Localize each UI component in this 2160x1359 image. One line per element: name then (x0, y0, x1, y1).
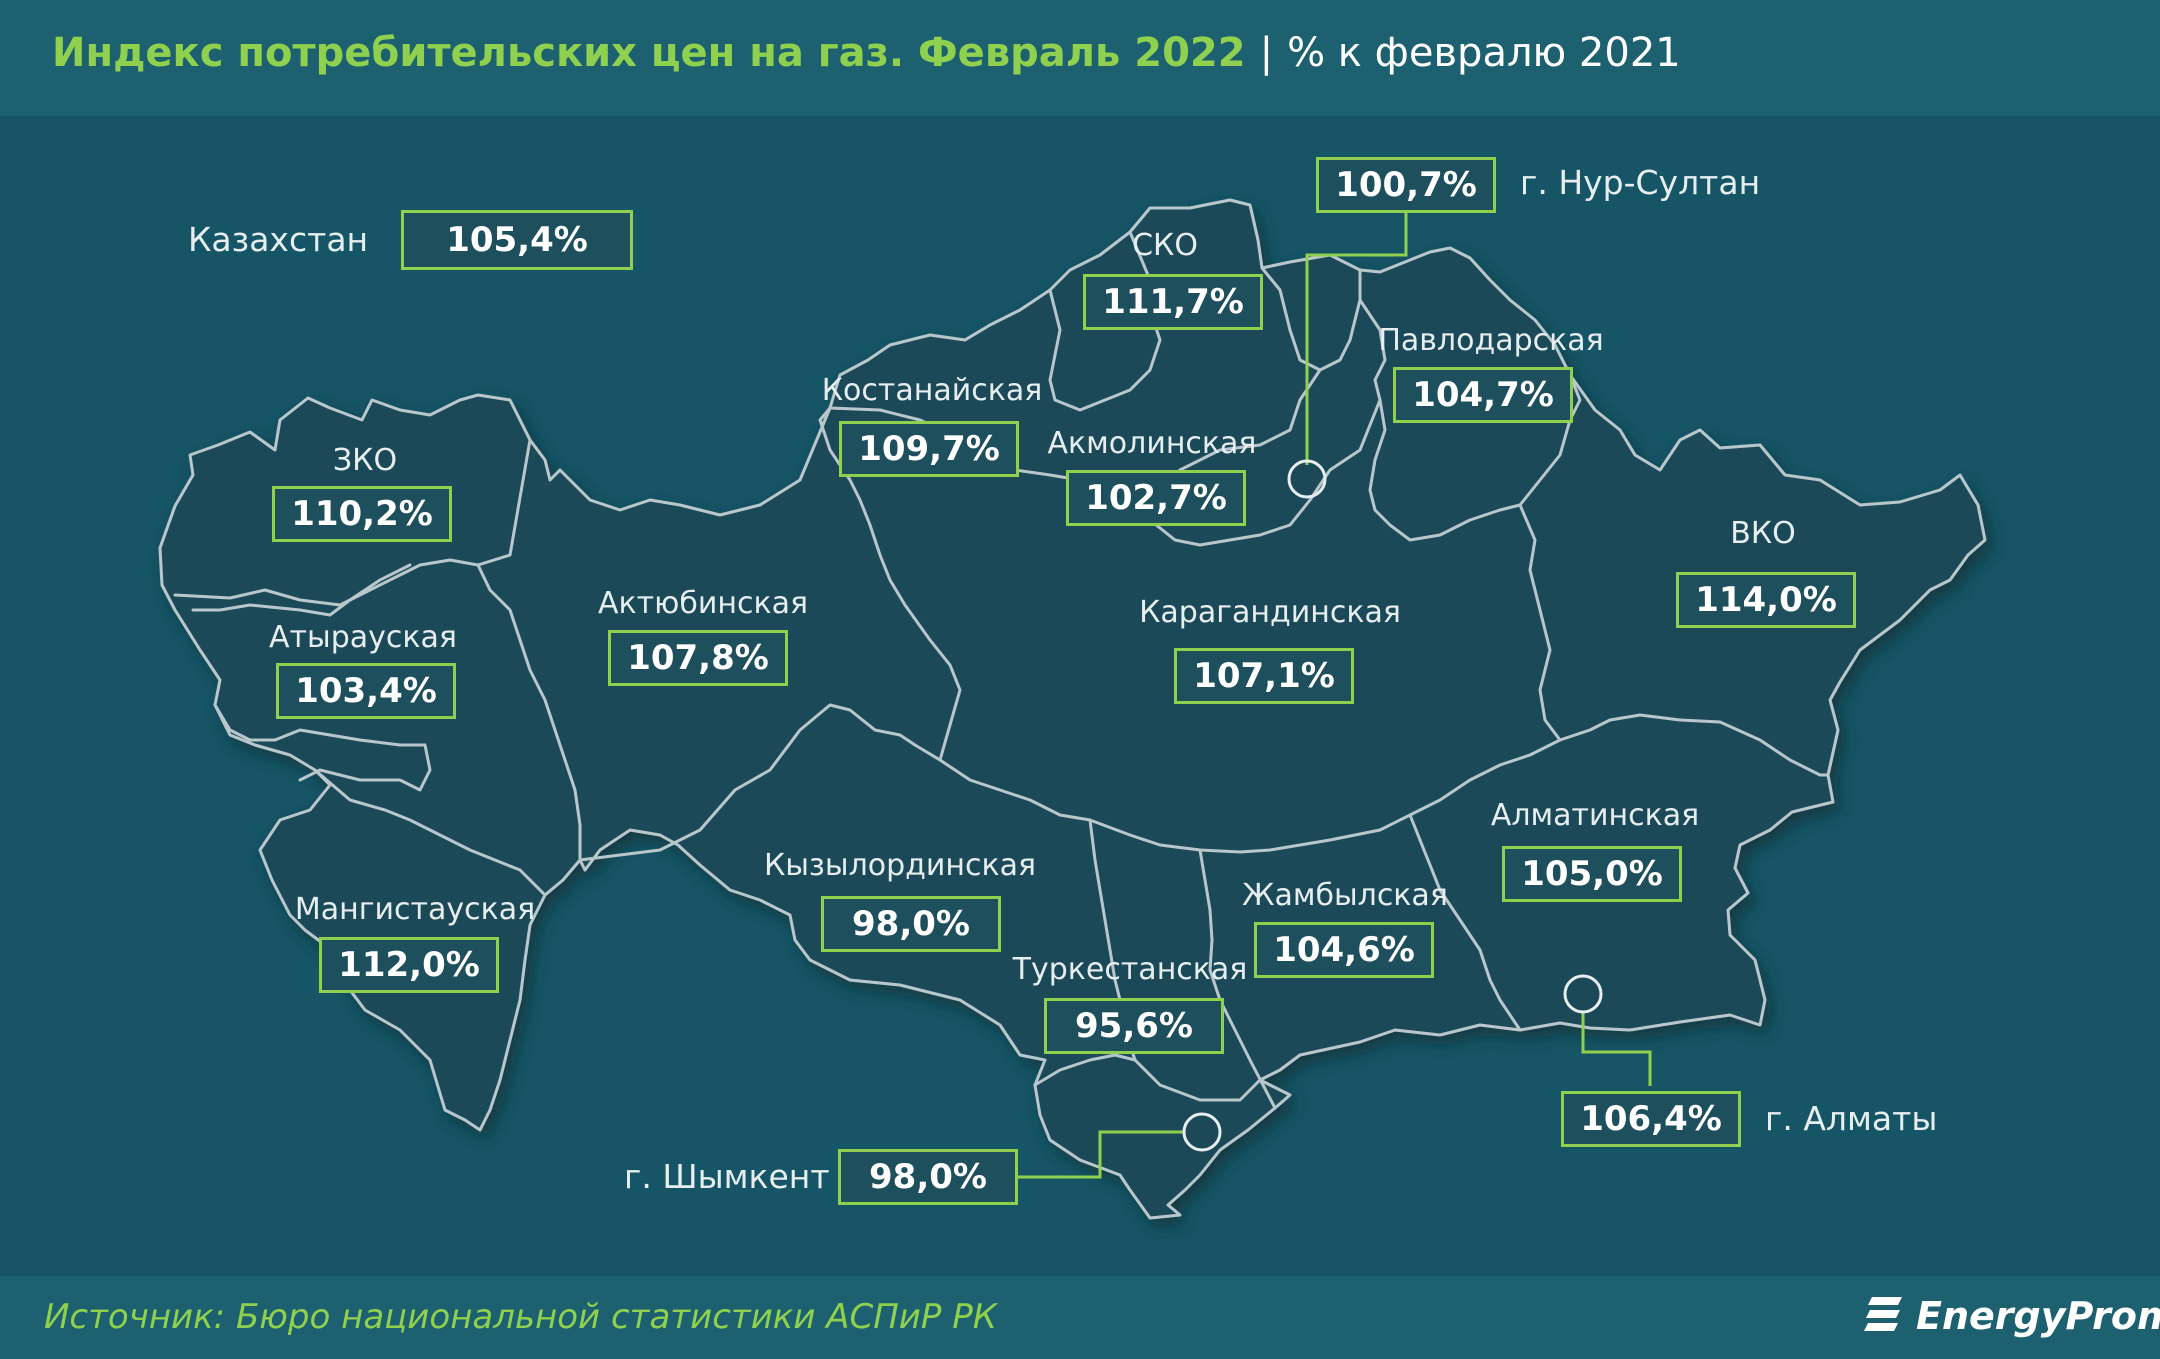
karaganda-label: Карагандинская (1139, 595, 1401, 630)
brand-logo: EnergyProm (1862, 1290, 2160, 1342)
aktobe-label: Актюбинская (597, 586, 809, 621)
atyrau-label: Атырауская (269, 620, 457, 655)
header-band (0, 0, 2160, 116)
nur-sultan-value-box: 100,7% (1316, 157, 1496, 213)
shymkent-value-box: 98,0% (838, 1149, 1018, 1205)
map-title: Индекс потребительских цен на газ. Февра… (52, 30, 1681, 76)
title-separator: | (1259, 30, 1274, 76)
akmola-label: Акмолинская (1047, 426, 1257, 461)
shymkent-marker-icon (1182, 1112, 1222, 1152)
turkestan-value-box: 95,6% (1044, 998, 1224, 1054)
zhambyl-value-box: 104,6% (1254, 922, 1434, 978)
kyzylorda-label: Кызылординская (763, 848, 1037, 883)
almaty-region-value-box: 105,0% (1502, 846, 1682, 902)
almaty-marker-icon (1563, 974, 1603, 1014)
source-note: Источник: Бюро национальной статистики А… (44, 1297, 997, 1337)
callout-lines (1018, 209, 1652, 1179)
almaty-city-label: г. Алматы (1765, 1099, 1938, 1138)
national-label: Казахстан (188, 220, 369, 259)
national-value-box: 105,4% (401, 210, 633, 270)
vko-value-box: 114,0% (1676, 572, 1856, 628)
almaty-region-label: Алматинская (1490, 798, 1700, 833)
mangystau-value-box: 112,0% (319, 937, 499, 993)
pavlodar-value-box: 104,7% (1393, 367, 1573, 423)
kostanay-label: Костанайская (821, 373, 1043, 408)
energyprom-logo-icon (1864, 1297, 1902, 1331)
title-unit: % к февралю 2021 (1287, 30, 1681, 76)
turkestan-label: Туркестанская (1012, 952, 1248, 987)
city-markers (1182, 459, 1603, 1152)
brand-name: EnergyProm (1916, 1294, 2160, 1338)
kyzylorda-value-box: 98,0% (821, 896, 1001, 952)
atyrau-value-box: 103,4% (276, 663, 456, 719)
kostanay-value-box: 109,7% (839, 421, 1019, 477)
nur-sultan-marker-icon (1287, 459, 1327, 499)
almaty-city-value-box: 106,4% (1561, 1091, 1741, 1147)
shymkent-label: г. Шымкент (624, 1157, 830, 1196)
zko-value-box: 110,2% (272, 486, 452, 542)
zko-label: ЗКО (332, 443, 398, 478)
akmola-value-box: 102,7% (1066, 470, 1246, 526)
pavlodar-label: Павлодарская (1378, 323, 1604, 358)
vko-label: ВКО (1730, 516, 1796, 551)
footer-band (0, 1276, 2160, 1359)
sko-value-box: 111,7% (1083, 274, 1263, 330)
aktobe-value-box: 107,8% (608, 630, 788, 686)
mangystau-label: Мангистауская (294, 892, 536, 927)
karaganda-value-box: 107,1% (1174, 648, 1354, 704)
title-main: Индекс потребительских цен на газ. Февра… (52, 30, 1246, 76)
zhambyl-label: Жамбылская (1242, 878, 1448, 913)
sko-label: СКО (1132, 228, 1198, 263)
nur-sultan-label: г. Нур-Султан (1520, 163, 1761, 202)
country-shape (158, 198, 1987, 1220)
